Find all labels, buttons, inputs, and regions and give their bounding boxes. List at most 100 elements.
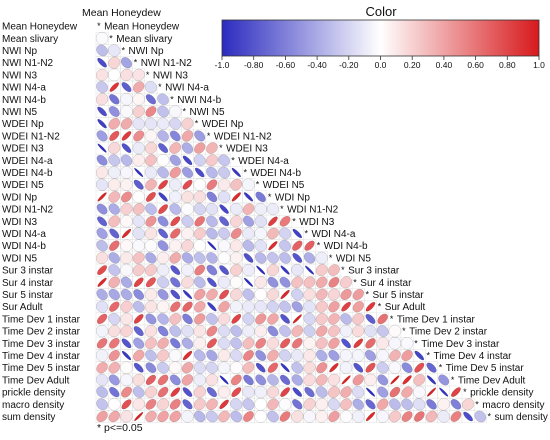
significance-marker: * (451, 375, 455, 385)
correlation-ellipse (267, 227, 279, 240)
correlation-ellipse (132, 300, 145, 313)
correlation-ellipse (218, 301, 230, 313)
row-label: Sur 4 instar (2, 278, 54, 289)
diagonal-label: WDEI N1-N2 (214, 131, 272, 142)
correlation-ellipse (292, 314, 302, 324)
correlation-ellipse (144, 117, 158, 130)
correlation-ellipse (231, 387, 242, 398)
diagonal-label: NWI N1-N2 (141, 58, 193, 69)
correlation-ellipse (328, 264, 340, 276)
correlation-ellipse (267, 252, 279, 264)
significance-marker: * (231, 155, 235, 165)
correlation-ellipse (156, 251, 170, 265)
correlation-ellipse (292, 399, 303, 410)
correlation-ellipse (426, 399, 437, 410)
correlation-ellipse (108, 361, 121, 374)
correlation-ellipse (279, 374, 291, 386)
row-label: Mean Honeydew (2, 22, 78, 33)
correlation-ellipse (292, 252, 303, 263)
correlation-ellipse (120, 68, 133, 81)
correlation-ellipse (181, 227, 194, 240)
correlation-ellipse (206, 227, 218, 240)
correlation-ellipse (193, 252, 206, 264)
correlation-ellipse (401, 386, 413, 398)
correlation-ellipse (388, 410, 401, 423)
correlation-ellipse (230, 349, 243, 362)
correlation-ellipse (182, 179, 193, 190)
correlation-ellipse (340, 398, 352, 411)
correlation-ellipse (365, 411, 376, 422)
correlation-ellipse (108, 44, 121, 57)
correlation-ellipse (364, 349, 377, 362)
correlation-ellipse (230, 288, 243, 301)
diagonal-label: Sur 5 instar (373, 290, 425, 301)
row-label: Mean slivary (2, 34, 58, 45)
correlation-ellipse (120, 373, 133, 387)
correlation-ellipse (279, 349, 292, 362)
correlation-ellipse (243, 350, 254, 361)
correlation-ellipse (304, 386, 315, 398)
correlation-ellipse (144, 239, 158, 252)
correlation-ellipse (120, 105, 133, 118)
correlation-ellipse (97, 277, 107, 287)
row-label: Time Dev 1 instar (2, 314, 81, 325)
correlation-ellipse (217, 349, 231, 362)
correlation-ellipse (108, 56, 121, 69)
correlation-ellipse (96, 398, 108, 411)
correlation-ellipse (328, 410, 340, 423)
correlation-ellipse (254, 239, 267, 252)
significance-marker: * (378, 302, 382, 312)
correlation-ellipse (108, 68, 121, 82)
correlation-ellipse (206, 252, 218, 264)
correlation-ellipse (352, 386, 365, 399)
correlation-ellipse (474, 410, 487, 423)
significance-marker: * (366, 290, 370, 300)
row-label: WDI N5 (2, 253, 37, 264)
correlation-ellipse (144, 325, 157, 338)
correlation-ellipse (340, 313, 352, 325)
correlation-ellipse (144, 129, 158, 143)
correlation-ellipse (169, 166, 181, 179)
row-label: Time Dev 5 instar (2, 363, 81, 374)
correlation-ellipse (218, 166, 231, 179)
correlation-ellipse (157, 361, 170, 374)
correlation-ellipse (291, 263, 304, 277)
correlation-ellipse (205, 154, 218, 167)
correlation-ellipse (339, 361, 353, 374)
correlation-ellipse (194, 313, 206, 325)
colorbar-gradient (221, 19, 540, 57)
correlation-ellipse (413, 411, 425, 422)
diagonal-label: Time Dev Adult (458, 375, 526, 386)
colorbar-tick-label: 1.0 (533, 60, 545, 70)
correlation-ellipse (329, 362, 339, 373)
correlation-ellipse (97, 216, 108, 227)
correlation-ellipse (133, 277, 144, 288)
correlation-ellipse (108, 154, 121, 167)
correlation-ellipse (376, 325, 389, 337)
correlation-ellipse (340, 276, 353, 289)
diagonal-label: NWI N5 (190, 107, 225, 118)
correlation-ellipse (133, 314, 144, 324)
correlation-ellipse (218, 410, 230, 423)
correlation-ellipse (292, 228, 303, 239)
correlation-ellipse (194, 216, 205, 227)
correlation-ellipse (169, 130, 181, 142)
correlation-ellipse (389, 349, 401, 362)
significance-marker: * (427, 351, 431, 361)
correlation-ellipse (230, 251, 243, 265)
correlation-ellipse (303, 252, 316, 264)
correlation-ellipse (254, 398, 267, 411)
correlation-ellipse (291, 337, 303, 349)
row-label: WDEI N5 (2, 180, 44, 191)
diagonal-label: Mean slivary (116, 34, 172, 45)
correlation-ellipse (144, 166, 158, 179)
correlation-ellipse (280, 289, 290, 300)
correlation-ellipse (144, 227, 158, 240)
correlation-ellipse (108, 117, 121, 130)
correlation-ellipse (181, 361, 194, 374)
correlation-ellipse (133, 362, 144, 373)
correlation-ellipse (365, 338, 376, 349)
diagonal-label: WDI N4-a (312, 229, 356, 240)
correlation-ellipse (303, 325, 316, 338)
correlation-ellipse (279, 411, 291, 422)
